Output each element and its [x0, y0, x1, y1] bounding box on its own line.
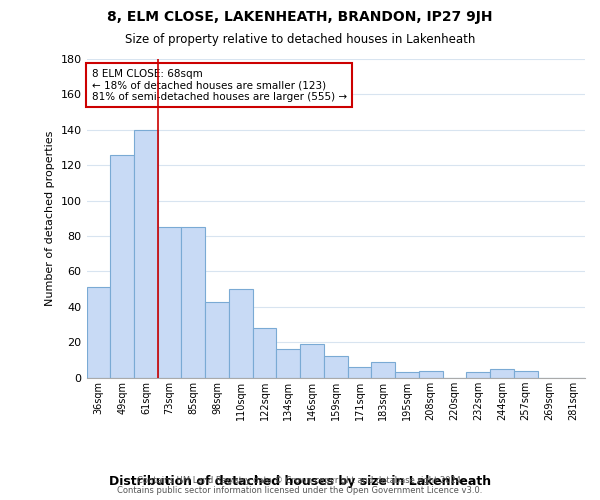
Bar: [514, 370, 538, 378]
Bar: [205, 302, 229, 378]
Bar: [181, 227, 205, 378]
Bar: [300, 344, 324, 378]
Text: Size of property relative to detached houses in Lakenheath: Size of property relative to detached ho…: [125, 32, 475, 46]
Bar: [229, 289, 253, 378]
Bar: [158, 227, 181, 378]
Bar: [277, 350, 300, 378]
Y-axis label: Number of detached properties: Number of detached properties: [45, 130, 55, 306]
Text: Distribution of detached houses by size in Lakenheath: Distribution of detached houses by size …: [109, 475, 491, 488]
Bar: [395, 372, 419, 378]
Bar: [110, 154, 134, 378]
Text: 8 ELM CLOSE: 68sqm
← 18% of detached houses are smaller (123)
81% of semi-detach: 8 ELM CLOSE: 68sqm ← 18% of detached hou…: [92, 68, 347, 102]
Bar: [86, 288, 110, 378]
Bar: [324, 356, 347, 378]
Bar: [347, 367, 371, 378]
Bar: [253, 328, 277, 378]
Bar: [466, 372, 490, 378]
Bar: [490, 369, 514, 378]
Bar: [419, 370, 443, 378]
Bar: [134, 130, 158, 378]
Text: 8, ELM CLOSE, LAKENHEATH, BRANDON, IP27 9JH: 8, ELM CLOSE, LAKENHEATH, BRANDON, IP27 …: [107, 10, 493, 24]
Text: Contains HM Land Registry data © Crown copyright and database right 2024.
Contai: Contains HM Land Registry data © Crown c…: [118, 476, 482, 495]
Bar: [371, 362, 395, 378]
